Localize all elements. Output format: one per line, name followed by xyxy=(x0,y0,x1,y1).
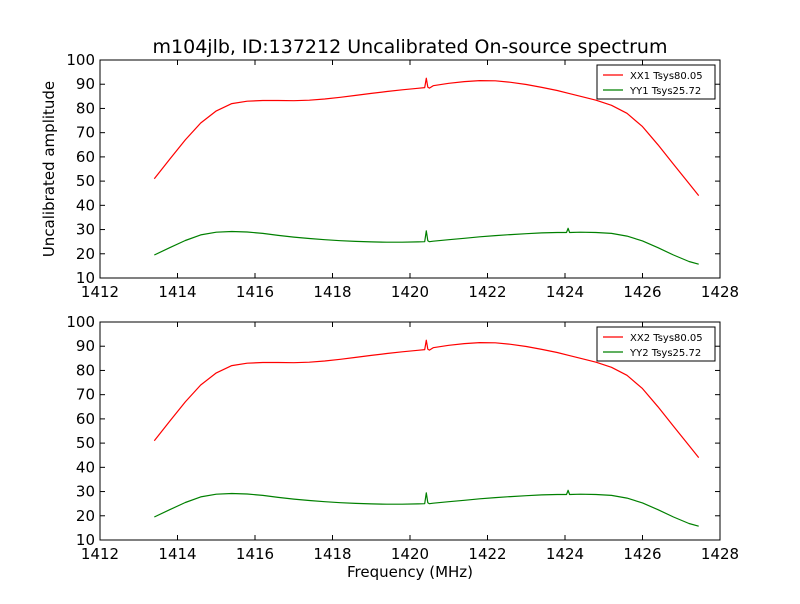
y-tick-label: 60 xyxy=(76,410,95,428)
y-tick-label: 70 xyxy=(76,386,95,404)
x-tick-label: 1418 xyxy=(313,545,351,563)
y-tick-label: 50 xyxy=(76,434,95,452)
y-tick-label: 10 xyxy=(76,531,95,549)
y-tick-label: 90 xyxy=(76,337,95,355)
x-axis-label: Frequency (MHz) xyxy=(347,563,473,581)
legend-entry: XX1 Tsys80.05 xyxy=(630,71,703,82)
x-tick-label: 1420 xyxy=(391,283,429,301)
legend: XX1 Tsys80.05 YY1 Tsys25.72 xyxy=(596,64,716,100)
series-line-1-2 xyxy=(154,227,699,265)
legend: XX2 Tsys80.05 YY2 Tsys25.72 xyxy=(596,326,716,362)
x-tick-label: 1424 xyxy=(546,283,584,301)
y-tick-label: 30 xyxy=(76,483,95,501)
y-tick-label: 100 xyxy=(66,313,95,331)
x-tick-label: 1420 xyxy=(391,545,429,563)
y-tick-label: 30 xyxy=(76,221,95,239)
y-tick-label: 70 xyxy=(76,124,95,142)
y-tick-label: 90 xyxy=(76,75,95,93)
chart-title: m104jlb, ID:137212 Uncalibrated On-sourc… xyxy=(153,36,668,58)
x-tick-label: 1426 xyxy=(623,545,661,563)
chart-panels: 1412 1414 1416 1418 1420 1422 1424 1426 1428 10 20… xyxy=(66,51,739,563)
x-tick-label: 1416 xyxy=(236,283,274,301)
legend-entry: XX2 Tsys80.05 xyxy=(630,333,703,344)
chart-panel-1: 1412 1414 1416 1418 1420 1422 1424 1426 1428 10 20… xyxy=(66,51,739,301)
series-line-1-1 xyxy=(153,77,700,196)
y-tick-label: 20 xyxy=(76,507,95,525)
y-tick-label: 50 xyxy=(76,172,95,190)
plot-frame xyxy=(99,321,721,541)
y-tick-label: 80 xyxy=(76,99,95,117)
x-tick-label: 1414 xyxy=(158,545,196,563)
y-tick-label: 40 xyxy=(76,458,95,476)
y-axis-label: Uncalibrated amplitude xyxy=(40,81,58,257)
series-line-2-1 xyxy=(153,339,700,458)
y-tick-label: 60 xyxy=(76,148,95,166)
x-tick-label: 1428 xyxy=(701,545,739,563)
y-tick-label: 100 xyxy=(66,51,95,69)
y-tick-label: 20 xyxy=(76,245,95,263)
x-tick-label: 1428 xyxy=(701,283,739,301)
x-tick-label: 1418 xyxy=(313,283,351,301)
legend-box xyxy=(596,64,716,100)
legend-entry: YY2 Tsys25.72 xyxy=(629,348,701,359)
x-tick-label: 1422 xyxy=(468,545,506,563)
x-tick-label: 1412 xyxy=(81,283,119,301)
series-line-2-2 xyxy=(154,489,699,527)
legend-entry: YY1 Tsys25.72 xyxy=(629,86,701,97)
x-tick-label: 1416 xyxy=(236,545,274,563)
legend-box xyxy=(596,326,716,362)
x-tick-label: 1424 xyxy=(546,545,584,563)
x-tick-label: 1426 xyxy=(623,283,661,301)
x-tick-label: 1422 xyxy=(468,283,506,301)
y-tick-label: 40 xyxy=(76,196,95,214)
plot-frame xyxy=(99,59,721,279)
chart-panel-2: 1412 1414 1416 1418 1420 1422 1424 1426 1428 10 20… xyxy=(66,313,739,563)
x-tick-label: 1412 xyxy=(81,545,119,563)
y-tick-label: 80 xyxy=(76,361,95,379)
y-tick-label: 10 xyxy=(76,269,95,287)
x-tick-label: 1414 xyxy=(158,283,196,301)
